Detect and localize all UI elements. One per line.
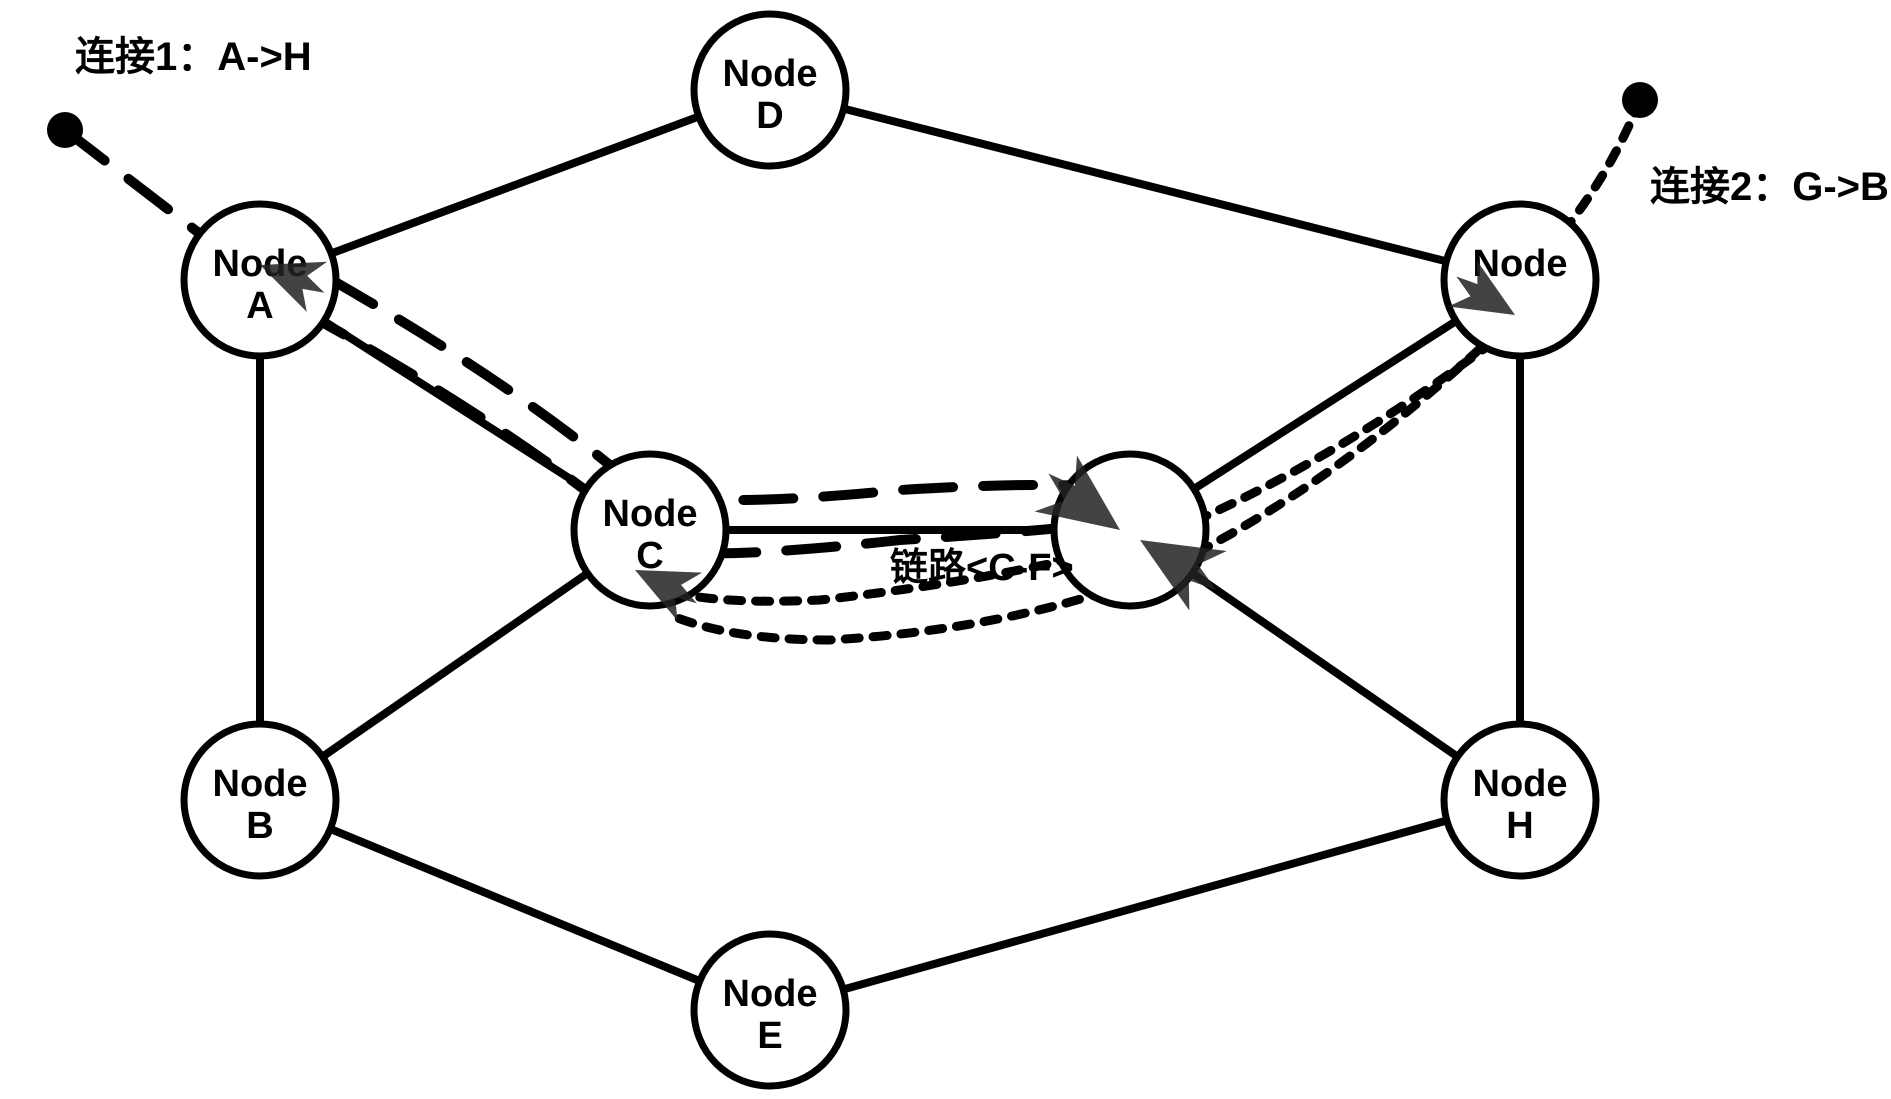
node-G: Node (1444, 204, 1596, 356)
svg-text:B: B (246, 805, 273, 847)
node-H: NodeH (1444, 724, 1596, 876)
edge-A-D (260, 90, 770, 280)
endpoint-ep2 (1622, 82, 1658, 118)
svg-text:Node: Node (213, 763, 308, 805)
svg-text:A: A (246, 285, 273, 327)
edge-B-E (260, 800, 770, 1010)
svg-text:Node: Node (603, 493, 698, 535)
node-A: NodeA (184, 204, 336, 356)
node-D: NodeD (694, 14, 846, 166)
svg-text:E: E (757, 1015, 782, 1057)
link-cf-label-svg: 链路<C-F> (890, 547, 1074, 589)
svg-text:Node: Node (723, 973, 818, 1015)
svg-text:D: D (756, 95, 783, 137)
connection-1-label-svg: 连接1：A->H (75, 35, 312, 79)
annotations-layer: 连接1：A->H 连接2：G->B 链路<C-F> (75, 35, 1889, 589)
svg-text:H: H (1506, 805, 1533, 847)
svg-text:Node: Node (1473, 763, 1568, 805)
edge-D-G (770, 90, 1520, 280)
node-E: NodeE (694, 934, 846, 1086)
svg-text:Node: Node (723, 53, 818, 95)
node-B: NodeB (184, 724, 336, 876)
edge-E-H (770, 800, 1520, 1010)
endpoint-ep1 (47, 112, 83, 148)
connection-2-label-svg: 连接2：G->B (1650, 165, 1889, 209)
